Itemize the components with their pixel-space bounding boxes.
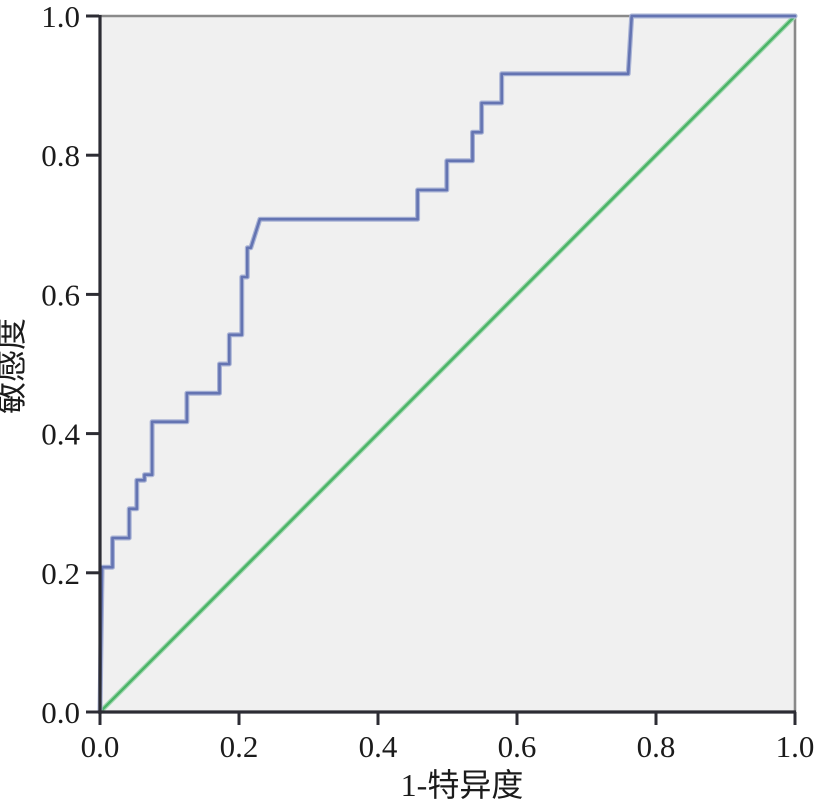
series-layer	[97, 13, 798, 715]
y-tick-label: 0.2	[41, 556, 80, 591]
x-tick-label: 0.4	[359, 729, 398, 764]
x-tick-label: 1.0	[776, 729, 815, 764]
y-tick-label: 0.0	[41, 695, 80, 730]
y-tick-label: 0.6	[41, 277, 80, 312]
x-tick-label: 0.2	[220, 729, 259, 764]
tick-layer: 0.0 0.2 0.4 0.6 0.8 1.0 0.0 0.2 0.4 0.6 0.8 1.0	[41, 0, 814, 764]
x-tick-label: 0.0	[81, 729, 120, 764]
roc-curve	[98, 14, 797, 714]
y-tick-label: 0.4	[41, 417, 80, 452]
x-axis-title: 1-特异度	[401, 767, 524, 803]
y-axis-title: 敏感度	[0, 318, 29, 414]
reference-line	[98, 14, 797, 714]
x-tick-label: 0.8	[637, 729, 676, 764]
x-tick-label: 0.6	[498, 729, 537, 764]
y-tick-label: 1.0	[41, 0, 80, 34]
y-tick-label: 0.8	[41, 138, 80, 173]
